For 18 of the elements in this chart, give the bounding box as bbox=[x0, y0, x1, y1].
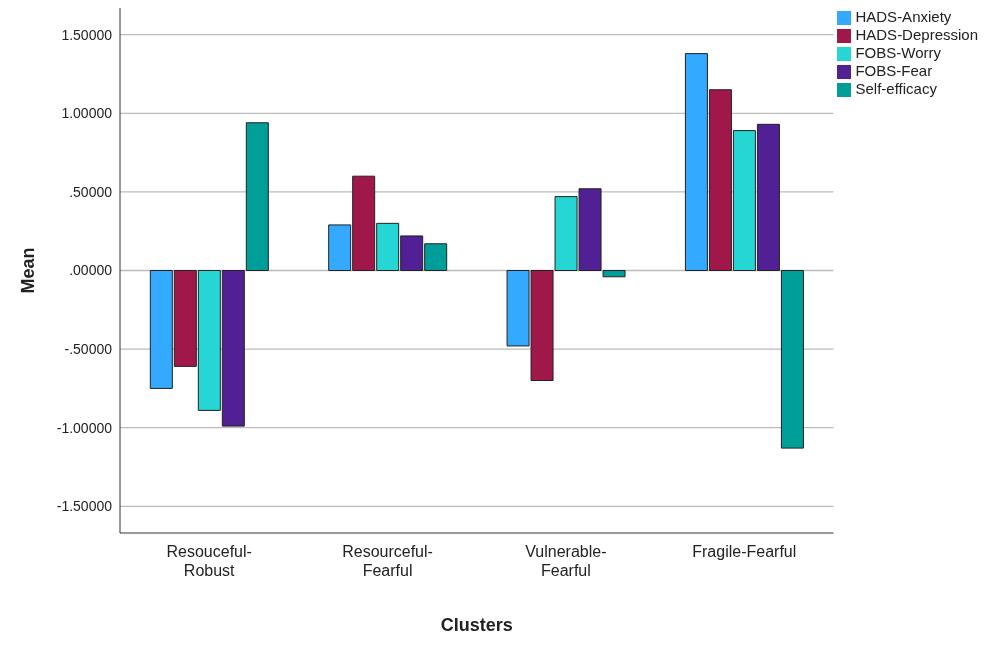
y-tick-label: -.50000 bbox=[64, 341, 113, 358]
y-axis-title: Mean bbox=[18, 247, 39, 294]
y-tick-label: -1.00000 bbox=[56, 419, 113, 436]
y-tick-label: .00000 bbox=[69, 262, 113, 279]
y-tick-label: -1.50000 bbox=[56, 498, 113, 515]
legend-label: Self-efficacy bbox=[855, 80, 937, 97]
x-tick-label: Resouceful-Robust bbox=[166, 543, 252, 579]
y-tick-label: 1.50000 bbox=[61, 26, 113, 43]
x-axis-title: Clusters bbox=[440, 615, 513, 635]
x-tick-label: Vulnerable-Fearful bbox=[525, 543, 607, 579]
x-tick-label: Resourceful-Fearful bbox=[342, 543, 433, 579]
legend-label: HADS-Depression bbox=[855, 26, 978, 43]
y-tick-label: .50000 bbox=[69, 183, 113, 200]
x-tick-label: Fragile-Fearful bbox=[692, 543, 797, 560]
y-tick-label: 1.00000 bbox=[61, 105, 113, 122]
legend-label: HADS-Anxiety bbox=[855, 8, 952, 25]
legend-label: FOBS-Worry bbox=[855, 44, 942, 61]
legend-label: FOBS-Fear bbox=[855, 62, 933, 79]
